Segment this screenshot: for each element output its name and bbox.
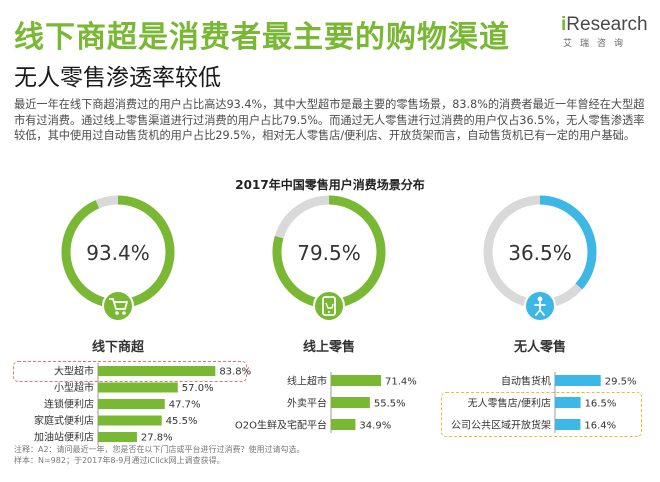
logo-name: Research	[566, 14, 648, 35]
ring-category-label: 线上零售	[302, 340, 355, 355]
bar-category-label: 公司公共区域开放货架	[451, 419, 551, 432]
bar-category-label: 自动售货机	[501, 375, 551, 388]
bar-value-label: 16.5%	[585, 399, 617, 410]
bar	[555, 375, 601, 386]
bar-group: 自动售货机 29.5% 无人零售店/便利店 16.5% 公司公共区域开放货架 16.4%	[451, 372, 637, 433]
bar	[98, 382, 178, 393]
bar-category-label: 无人零售店/便利店	[468, 397, 551, 410]
bar-category-label: O2O生鲜及宅配平台	[235, 419, 327, 432]
bar-value-label: 83.8%	[219, 367, 251, 378]
mobile-cart-icon	[313, 290, 345, 322]
shopping-cart-icon	[102, 290, 134, 322]
ring-value-label: 93.4%	[86, 241, 150, 265]
ring-chart-unmanned: 36.5%	[483, 195, 597, 322]
logo-prefix: i	[561, 14, 567, 35]
footnote-line-1: 注释：A2：请问最近一年，您是否在以下门店或平台进行过消费？使用过请勾选。	[14, 445, 305, 454]
highlight-box-unmanned-stores	[441, 392, 642, 437]
vending-person-icon	[524, 290, 556, 322]
bar-category-label: 连锁便利店	[44, 398, 94, 411]
bar-category-label: 小型超市	[54, 381, 94, 394]
bar	[331, 397, 370, 408]
bar-value-label: 29.5%	[605, 377, 637, 388]
ring-value-label: 79.5%	[297, 241, 361, 265]
bar-category-label: 外卖平台	[287, 397, 327, 410]
bar-category-label: 加油站便利店	[34, 431, 94, 444]
bar-group: 线上超市 71.4% 外卖平台 55.5% O2O生鲜及宅配平台 34.9%	[235, 372, 417, 433]
ring-chart-offline: 93.4%	[61, 195, 175, 322]
ring-category-label: 线下商超	[91, 340, 144, 355]
iresearch-logo: iResearch 艾瑞咨询	[561, 14, 651, 54]
bar-value-label: 34.9%	[359, 421, 391, 432]
page-title: 线下商超是消费者最主要的购物渠道	[14, 20, 510, 55]
bar-value-label: 27.8%	[141, 433, 173, 444]
logo-chinese: 艾瑞咨询	[563, 39, 632, 49]
bar-category-label: 大型超市	[54, 365, 94, 378]
footnote-line-2: 样本：N=982；于2017年8-9月通过iClick网上调查获得。	[14, 456, 225, 465]
bar	[555, 397, 581, 408]
bar	[98, 366, 216, 376]
page-subtitle: 无人零售渗透率较低	[14, 65, 221, 91]
ring-value-label: 36.5%	[508, 241, 572, 265]
bar-value-label: 16.4%	[584, 421, 616, 432]
footnote: 注释：A2：请问最近一年，您是否在以下门店或平台进行过消费？使用过请勾选。 样本…	[14, 444, 305, 466]
ring-progress-arc	[483, 195, 597, 309]
summary-paragraph: 最近一年在线下商超消费过的用户占比高达93.4%，其中大型超市是最主要的零售场景…	[14, 98, 645, 142]
bar	[331, 375, 381, 386]
bar-value-label: 57.0%	[182, 383, 214, 394]
bar-category-label: 家庭式便利店	[34, 414, 94, 427]
bar	[98, 432, 137, 442]
bar	[555, 419, 581, 430]
bar-category-label: 线上超市	[287, 375, 327, 388]
bar-value-label: 45.5%	[166, 416, 198, 427]
bar-group: 大型超市 83.8% 小型超市 57.0% 连锁便利店 47.7% 家庭式便利店 45.5% 加…	[34, 363, 251, 445]
ring-category-label: 无人零售	[513, 340, 566, 355]
bar-value-label: 71.4%	[385, 377, 417, 388]
ring-chart-online: 79.5%	[272, 195, 386, 322]
bar-value-label: 55.5%	[374, 399, 406, 410]
bar	[331, 419, 356, 430]
bar	[98, 399, 165, 409]
highlight-box-large-supermarket	[13, 361, 247, 382]
bar	[98, 415, 162, 426]
bar-value-label: 47.7%	[169, 400, 201, 411]
chart-title: 2017年中国零售用户消费场景分布	[235, 178, 425, 192]
